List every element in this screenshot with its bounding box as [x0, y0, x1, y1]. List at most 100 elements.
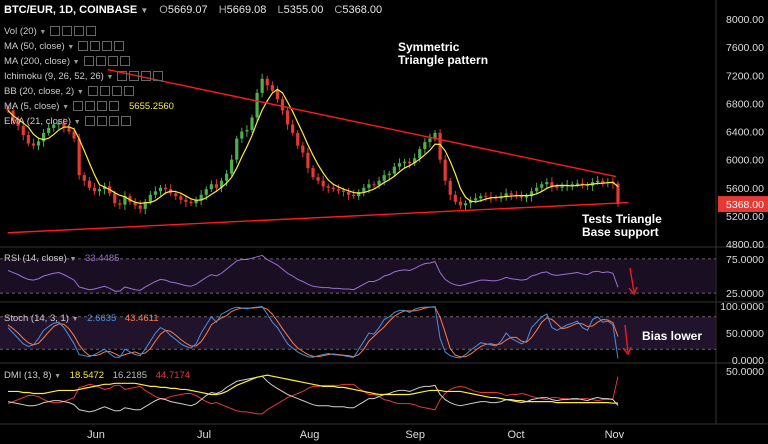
time-tick-label: Jul: [197, 429, 211, 441]
price-tick-label: 6800.00: [726, 98, 764, 110]
candle-body: [387, 173, 391, 176]
candle-body: [433, 132, 437, 139]
rsi-axis-label: 75.0000: [726, 254, 764, 266]
candle-body: [413, 158, 417, 164]
indicator-ichimoku[interactable]: Ichimoku (9, 26, 52, 26) ▼: [4, 71, 165, 82]
stoch-band: [0, 316, 716, 350]
candle-body: [616, 183, 620, 205]
candle-body: [306, 152, 310, 169]
candle-body: [265, 78, 269, 86]
dmi-legend[interactable]: DMI (13, 8) ▼ 18.5472 16.2185 44.7174: [4, 370, 191, 381]
rsi-legend[interactable]: RSI (14, close) ▼ 33.4485: [4, 253, 120, 264]
candle-body: [341, 190, 346, 192]
indicator-vol[interactable]: Vol (20) ▼: [4, 26, 98, 37]
rsi-label: RSI (14, close): [4, 253, 67, 264]
dmi-axis-label: 50.0000: [726, 366, 764, 378]
candle-body: [352, 194, 356, 197]
candle-body: [224, 173, 229, 181]
indicator-tools-icon[interactable]: [117, 71, 165, 82]
candle-body: [199, 194, 203, 201]
indicator-tools-icon[interactable]: [84, 116, 133, 127]
candle-body: [474, 198, 478, 201]
candle-body: [346, 191, 351, 195]
candle-body: [57, 123, 61, 125]
indicator-tools-icon[interactable]: [78, 41, 126, 52]
stoch-k-value: 2.6635: [87, 313, 117, 324]
candle-body: [255, 92, 259, 118]
candle-body: [570, 184, 574, 186]
candle-body: [36, 141, 41, 146]
stoch-legend[interactable]: Stoch (14, 3, 1) ▼ 2.6635 43.4611: [4, 313, 159, 324]
candle-body: [204, 189, 208, 195]
candle-body: [575, 183, 579, 185]
candle-body: [153, 191, 158, 195]
candle-body: [47, 128, 51, 133]
candle-body: [560, 186, 564, 188]
high-value: 5669.08: [226, 4, 267, 16]
candle-body: [336, 189, 341, 191]
dmi-plus-value: 16.2185: [112, 370, 148, 381]
rsi-line: [7, 254, 619, 292]
dmi-label: DMI (13, 8): [4, 370, 52, 381]
high-label: H: [218, 4, 227, 16]
candle-body: [423, 142, 427, 150]
dmi-adx-line: [8, 374, 619, 404]
price-tick-label: 7600.00: [726, 42, 764, 54]
candle-body: [458, 201, 463, 206]
candle-body: [138, 205, 142, 209]
open-label: O: [159, 4, 168, 16]
candle-body: [418, 149, 422, 159]
candle-body: [316, 177, 320, 181]
candle-body: [72, 131, 76, 139]
indicator-tools-icon[interactable]: [87, 86, 136, 97]
candle-body: [67, 127, 71, 132]
candle-body: [16, 120, 20, 126]
stoch-d-line: [7, 306, 619, 358]
candle-body: [230, 159, 234, 174]
indicator-tools-icon[interactable]: [83, 56, 132, 67]
open-value: 5669.07: [167, 4, 208, 16]
indicator-bb[interactable]: BB (20, close, 2) ▼: [4, 86, 136, 97]
dmi-adx-value: 18.5472: [69, 370, 105, 381]
indicator-tools-icon[interactable]: [73, 101, 121, 112]
rsi-arrow-head: [628, 286, 638, 296]
symbol-title[interactable]: BTC/EUR, 1D, COINBASE: [4, 4, 138, 16]
dmi-minus-line: [7, 376, 619, 415]
time-tick-label: Jun: [87, 429, 105, 441]
price-tick-label: 6400.00: [726, 127, 764, 139]
candle-body: [31, 143, 36, 146]
dmi-plus-line: [7, 375, 619, 413]
candle-body: [270, 85, 274, 91]
candle-body: [428, 138, 432, 143]
candle-body: [397, 163, 402, 167]
candle-body: [189, 201, 193, 204]
candle-body: [123, 196, 127, 205]
indicator-ma50[interactable]: MA (50, close) ▼: [4, 41, 126, 52]
pattern-line-1: Symmetric: [398, 40, 460, 54]
price-tick-label: 6000.00: [726, 155, 764, 167]
pattern-line-2: Triangle pattern: [398, 53, 489, 67]
symbol-dropdown-icon[interactable]: ▼: [140, 6, 149, 15]
indicator-ma5[interactable]: MA (5, close) ▼ 5655.2560: [4, 101, 174, 112]
indicator-label: MA (200, close): [4, 56, 70, 67]
candle-body: [362, 187, 366, 192]
candle-body: [402, 161, 407, 164]
candle-body: [377, 180, 381, 185]
stoch-arrow-head: [622, 346, 632, 356]
candle-body: [92, 187, 97, 192]
candle-body: [52, 124, 56, 128]
rsi-axis-label: 25.0000: [726, 288, 764, 300]
time-tick-label: Nov: [605, 429, 625, 441]
indicator-ema21[interactable]: EMA (21, close) ▼: [4, 116, 133, 127]
indicator-ma200[interactable]: MA (200, close) ▼: [4, 56, 132, 67]
candle-body: [331, 187, 335, 190]
rsi-band: [0, 258, 716, 294]
candle-body: [209, 184, 213, 190]
low-value: 5355.00: [283, 4, 324, 16]
candle-body: [529, 191, 534, 197]
candle-body: [235, 138, 239, 160]
indicator-tools-icon[interactable]: [50, 26, 98, 37]
pattern-annotation: Symmetric Triangle pattern: [398, 41, 488, 67]
price-tick-label: 4800.00: [726, 239, 764, 251]
candle-body: [143, 201, 147, 209]
